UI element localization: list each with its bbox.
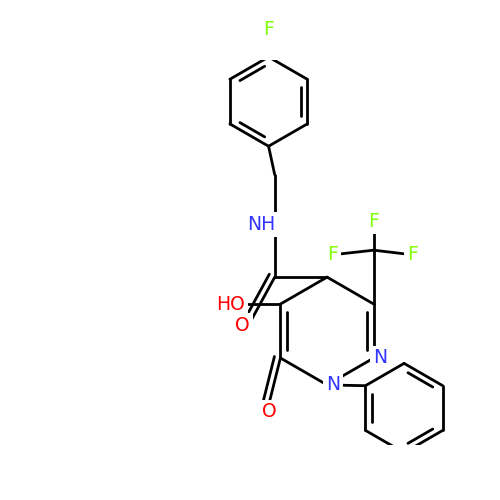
Text: O: O	[262, 402, 276, 421]
Text: N: N	[373, 348, 387, 368]
Text: O: O	[235, 316, 250, 335]
Text: N: N	[326, 376, 340, 394]
Text: HO: HO	[216, 294, 244, 314]
Text: NH: NH	[246, 216, 275, 234]
Text: F: F	[407, 244, 418, 264]
Text: F: F	[328, 244, 338, 264]
Text: F: F	[263, 20, 274, 38]
Text: F: F	[368, 212, 379, 231]
